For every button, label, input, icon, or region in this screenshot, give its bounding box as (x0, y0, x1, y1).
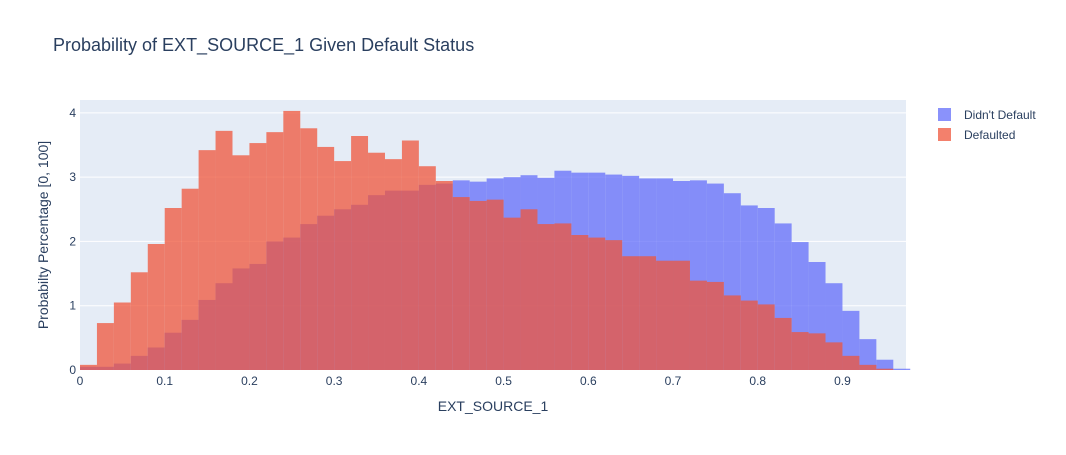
legend: Didn't Default Defaulted (938, 108, 1036, 142)
bar (113, 302, 131, 370)
y-axis-label: Probabilty Percentage [0, 100] (35, 141, 51, 329)
bar (215, 130, 233, 370)
y-tick-label: 2 (69, 234, 76, 248)
x-tick-label: 0.5 (495, 374, 512, 388)
bar (181, 188, 199, 370)
y-tick-label: 4 (69, 106, 76, 120)
x-tick-label: 0.2 (241, 374, 258, 388)
chart-title: Probability of EXT_SOURCE_1 Given Defaul… (53, 35, 474, 56)
bar (588, 237, 606, 370)
legend-label: Defaulted (964, 128, 1015, 142)
x-tick-label: 0.9 (834, 374, 851, 388)
bar (300, 128, 318, 370)
bar (723, 295, 741, 370)
y-tick-label: 0 (69, 363, 76, 377)
x-tick-label: 0.6 (580, 374, 597, 388)
bar (266, 132, 284, 370)
bar (283, 110, 301, 370)
bar (842, 355, 860, 370)
bar (808, 333, 826, 370)
bar (774, 317, 792, 370)
x-tick-label: 0.8 (749, 374, 766, 388)
bar (317, 146, 335, 370)
bar (334, 161, 352, 370)
bar (401, 140, 419, 370)
bar (554, 223, 572, 370)
bar (605, 240, 623, 370)
bar (96, 323, 114, 370)
bar (80, 364, 97, 370)
bar (876, 368, 894, 370)
bar (622, 256, 640, 370)
bar (520, 209, 538, 370)
bar (791, 332, 809, 370)
x-tick-labels: 0 0.1 0.2 0.3 0.4 0.5 0.6 0.7 0.8 0.9 (77, 374, 851, 388)
y-tick-label: 3 (69, 170, 76, 184)
bar (435, 181, 453, 370)
bar (673, 260, 690, 370)
bar (418, 166, 436, 370)
legend-swatch (938, 128, 951, 141)
bar (249, 143, 267, 370)
legend-item[interactable]: Didn't Default (938, 108, 1036, 122)
bar (571, 235, 589, 370)
bar (706, 281, 724, 370)
x-tick-label: 0 (77, 374, 84, 388)
bar (842, 310, 860, 370)
bar (757, 304, 775, 370)
bar (469, 200, 487, 370)
bar (368, 152, 385, 370)
bars (80, 110, 911, 370)
bar (825, 342, 843, 370)
bar (452, 197, 470, 370)
bar (859, 364, 877, 370)
bar (639, 256, 657, 370)
bar (740, 300, 758, 370)
bar (656, 260, 674, 370)
y-tick-labels: 0 1 2 3 4 (69, 106, 76, 377)
bar (130, 272, 148, 370)
legend-item[interactable]: Defaulted (938, 128, 1015, 142)
bar (689, 280, 707, 370)
bar (503, 217, 521, 370)
bar (876, 359, 894, 370)
bar (859, 339, 877, 370)
legend-swatch (938, 108, 951, 121)
series-1 (80, 110, 894, 370)
x-tick-label: 0.3 (326, 374, 343, 388)
bar (232, 155, 250, 370)
x-axis-label: EXT_SOURCE_1 (438, 398, 549, 414)
y-tick-label: 1 (69, 299, 76, 313)
bar (164, 208, 182, 370)
bar (198, 150, 216, 370)
bar (537, 224, 555, 370)
bar (384, 159, 402, 370)
bar (147, 244, 165, 370)
legend-label: Didn't Default (964, 108, 1036, 122)
bar (351, 136, 369, 370)
bar (486, 199, 504, 370)
x-tick-label: 0.7 (665, 374, 682, 388)
bar (893, 368, 911, 370)
x-tick-label: 0.4 (411, 374, 428, 388)
x-tick-label: 0.1 (156, 374, 173, 388)
